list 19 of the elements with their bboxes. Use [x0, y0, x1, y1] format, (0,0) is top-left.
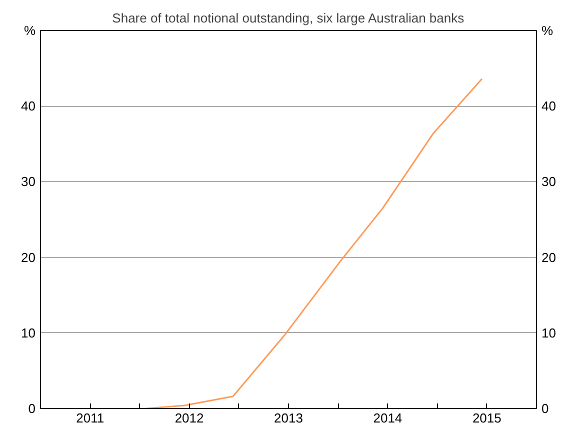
line-series	[144, 78, 483, 408]
y-tick-label: 40	[21, 98, 36, 114]
chart-title: Share of total notional outstanding, six large Australian banks	[112, 10, 465, 26]
x-tick-label: 2014	[373, 410, 402, 425]
x-tick-label: 2012	[174, 410, 204, 425]
y2-tick-label: 40	[542, 98, 556, 114]
y-tick-label: 20	[21, 250, 36, 265]
x-tick-label: 2015	[472, 410, 502, 425]
x-tick-label: 2011	[76, 410, 104, 425]
y-tick-label: 30	[21, 174, 36, 190]
y2-tick-label: 20	[542, 250, 556, 265]
x-tick-label: 2013	[274, 410, 303, 425]
y-tick-label: 10	[21, 325, 36, 340]
y2-axis-title: %	[542, 23, 554, 38]
y-tick-label: 0	[28, 401, 36, 416]
y2-tick-label: 10	[542, 325, 556, 340]
y2-tick-label: 30	[542, 174, 556, 190]
y-axis-title: %	[24, 23, 36, 38]
y2-tick-label: 0	[542, 401, 549, 416]
